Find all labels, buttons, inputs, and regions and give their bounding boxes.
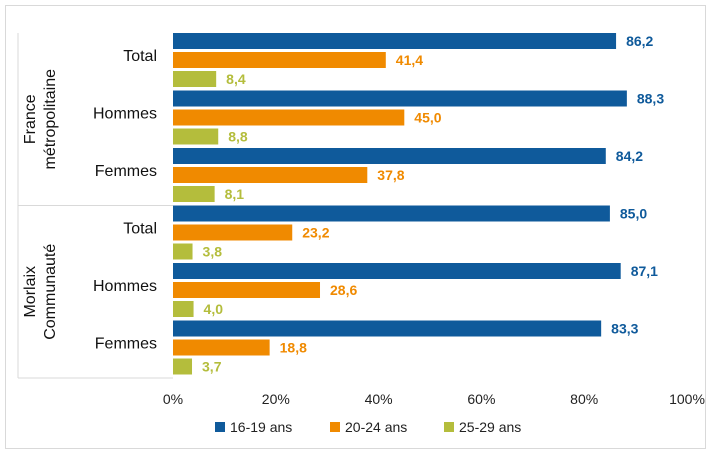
bar (173, 263, 621, 279)
data-label: 85,0 (620, 206, 647, 222)
data-label: 88,3 (637, 91, 664, 107)
category-label: Hommes (93, 106, 157, 123)
x-tick-label: 80% (570, 391, 598, 407)
x-tick-label: 0% (163, 391, 183, 407)
bar (173, 186, 215, 202)
bar (173, 148, 606, 164)
data-label: 41,4 (396, 52, 423, 68)
bar (173, 52, 386, 68)
category-label: Total (123, 48, 157, 65)
legend-label: 20-24 ans (345, 419, 407, 435)
data-label: 87,1 (631, 263, 658, 279)
group-label-line: France (22, 94, 39, 144)
data-label: 23,2 (302, 225, 329, 241)
category-label: Total (123, 221, 157, 238)
bar (173, 320, 602, 337)
x-tick-label: 60% (467, 391, 495, 407)
bar (173, 90, 627, 107)
group-label-line: Communauté (42, 244, 59, 340)
data-label: 3,8 (203, 244, 223, 260)
group-label-line: Morlaix (22, 266, 39, 318)
bar (173, 301, 194, 317)
bar (173, 282, 321, 298)
axis-area: France métropolitaine Total Hommes Femmes Mor… (17, 33, 173, 379)
x-tick-labels: 0% 20% 40% 60% 80% 100% (163, 391, 705, 407)
legend-swatch (444, 422, 454, 432)
data-label: 18,8 (280, 340, 307, 356)
legend-label: 16-19 ans (230, 419, 292, 435)
bar (173, 167, 368, 183)
legend: 16-19 ans 20-24 ans 25-29 ans (215, 419, 521, 435)
bar (173, 243, 193, 260)
group-label-line: métropolitaine (42, 69, 59, 170)
bars (173, 33, 627, 375)
x-tick-label: 100% (669, 391, 705, 407)
chart-frame (5, 5, 706, 449)
data-label: 28,6 (330, 282, 357, 298)
bar (173, 358, 193, 375)
bar (173, 128, 219, 145)
category-label: Femmes (95, 336, 157, 353)
value-labels: 86,2 88,3 84,2 85,0 87,1 83,3 41,4 45,0 37,8 23,2… (202, 33, 664, 375)
x-tick-label: 20% (262, 391, 290, 407)
data-label: 4,0 (204, 301, 224, 317)
group-label: France métropolitaine (22, 69, 59, 170)
bar (173, 109, 405, 126)
data-label: 3,7 (202, 359, 222, 375)
bar (173, 33, 617, 49)
data-label: 86,2 (626, 33, 653, 49)
legend-swatch (330, 422, 340, 432)
legend-swatch (215, 422, 225, 432)
category-label: Hommes (93, 278, 157, 295)
data-label: 83,3 (611, 321, 638, 337)
data-label: 8,4 (226, 71, 246, 87)
bar (173, 71, 217, 87)
data-label: 45,0 (414, 110, 441, 126)
data-label: 8,8 (228, 129, 248, 145)
category-label: Femmes (95, 163, 157, 180)
group-label: Morlaix Communauté (22, 244, 59, 340)
bar (173, 339, 270, 356)
bar (173, 205, 610, 222)
data-label: 37,8 (377, 167, 404, 183)
legend-label: 25-29 ans (459, 419, 521, 435)
data-label: 84,2 (616, 148, 643, 164)
x-tick-label: 40% (365, 391, 393, 407)
bar (173, 224, 293, 241)
data-label: 8,1 (225, 186, 245, 202)
